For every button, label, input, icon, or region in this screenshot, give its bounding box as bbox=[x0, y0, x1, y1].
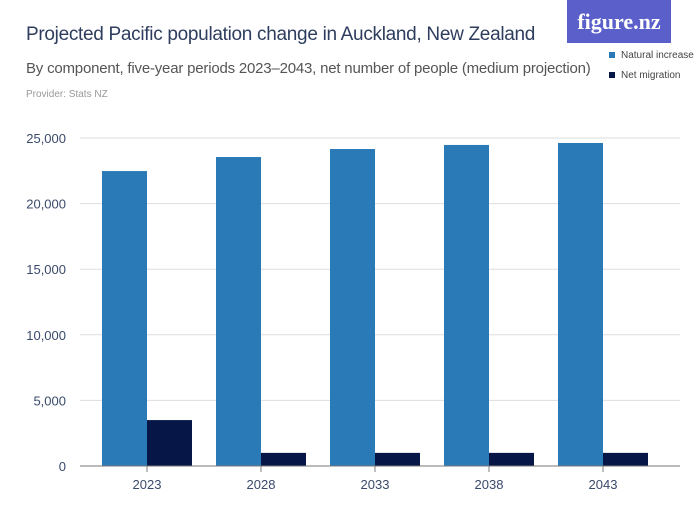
legend-item-net-migration: Net migration bbox=[609, 65, 694, 85]
x-tick-label: 2038 bbox=[475, 477, 504, 492]
legend-label: Net migration bbox=[621, 69, 681, 81]
y-tick-label: 10,000 bbox=[26, 328, 66, 343]
figure-nz-logo[interactable]: figure.nz bbox=[567, 0, 671, 43]
bar-net-migration bbox=[489, 452, 534, 466]
provider-text: Provider: Stats NZ bbox=[26, 89, 108, 100]
legend-item-natural-increase: Natural increase bbox=[609, 45, 694, 65]
bar-net-migration bbox=[147, 420, 192, 466]
legend-swatch bbox=[609, 72, 615, 78]
y-tick-label: 25,000 bbox=[26, 131, 66, 146]
x-tick-label: 2023 bbox=[133, 477, 162, 492]
bar-net-migration bbox=[375, 452, 420, 466]
bar-natural-increase bbox=[444, 144, 489, 466]
bar-net-migration bbox=[603, 452, 648, 466]
bar-net-migration bbox=[261, 452, 306, 466]
legend-swatch bbox=[609, 52, 615, 58]
y-tick-label: 0 bbox=[59, 459, 66, 474]
x-tick-label: 2028 bbox=[247, 477, 276, 492]
y-tick-label: 20,000 bbox=[26, 197, 66, 212]
x-tick-label: 2043 bbox=[589, 477, 618, 492]
y-tick-label: 5,000 bbox=[33, 393, 66, 408]
legend-label: Natural increase bbox=[621, 49, 694, 61]
bar-natural-increase bbox=[102, 171, 147, 467]
bar-natural-increase bbox=[216, 157, 261, 467]
x-tick-label: 2033 bbox=[361, 477, 390, 492]
bar-natural-increase bbox=[558, 142, 603, 466]
bar-natural-increase bbox=[330, 149, 375, 466]
chart-subtitle: By component, five-year periods 2023–204… bbox=[26, 60, 591, 77]
legend: Natural increase Net migration bbox=[609, 45, 694, 85]
y-tick-label: 15,000 bbox=[26, 262, 66, 277]
chart-title: Projected Pacific population change in A… bbox=[26, 24, 536, 45]
